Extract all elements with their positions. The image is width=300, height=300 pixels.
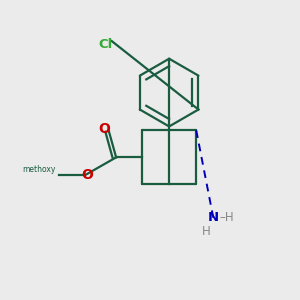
Text: methoxy: methoxy bbox=[22, 165, 56, 174]
Text: Cl: Cl bbox=[99, 38, 113, 50]
Text: O: O bbox=[82, 168, 94, 182]
Text: H: H bbox=[202, 225, 210, 239]
Text: O: O bbox=[98, 122, 110, 136]
Text: –H: –H bbox=[219, 211, 234, 224]
Text: N: N bbox=[208, 211, 219, 224]
